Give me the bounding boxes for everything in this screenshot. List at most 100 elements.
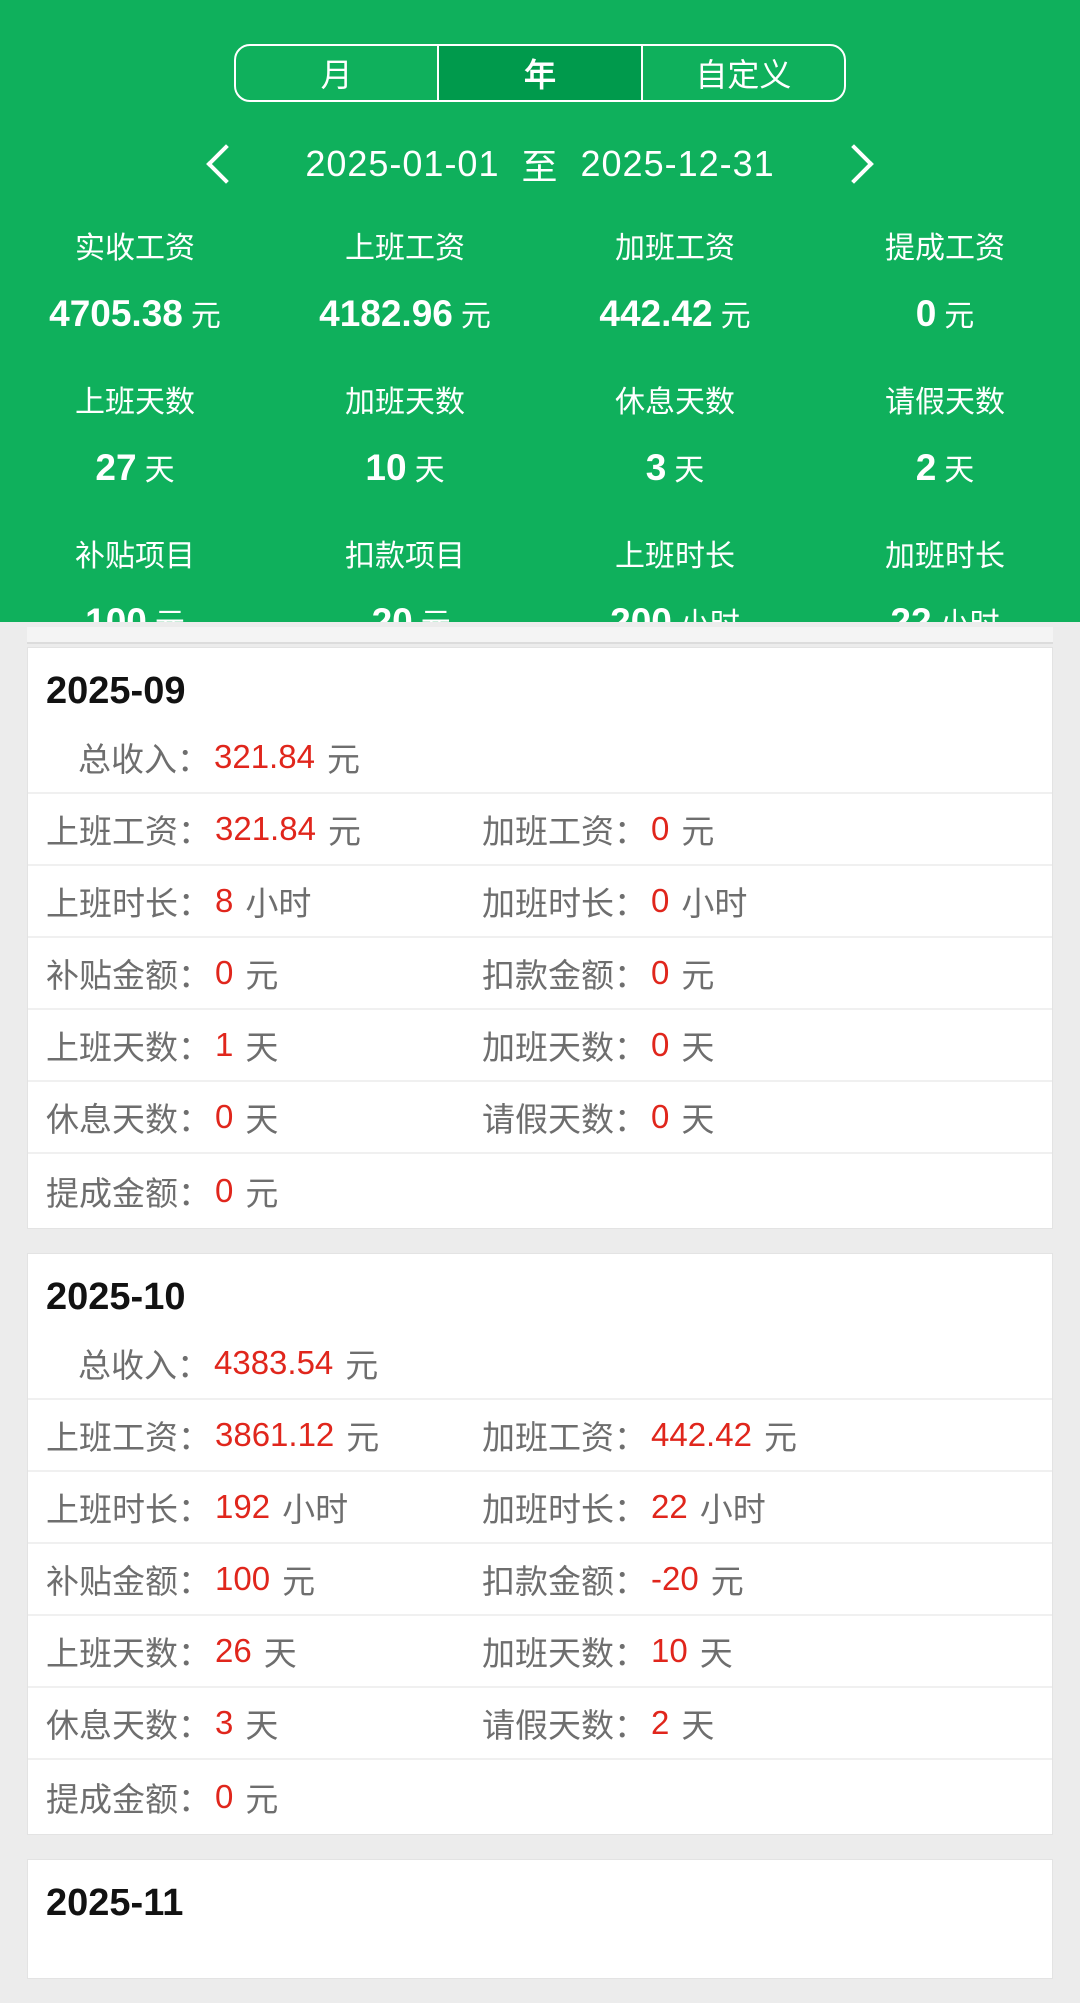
row-value: 0 xyxy=(651,954,670,991)
detail-cell: 休息天数： 0 天 xyxy=(46,1093,482,1141)
row-label: 上班天数： xyxy=(46,1029,211,1066)
row-label: 上班时长： xyxy=(46,885,211,922)
month-title: 2025-09 xyxy=(46,670,186,712)
detail-cell: 加班工资： 0 元 xyxy=(482,805,714,853)
row-value: 2 xyxy=(651,1704,670,1741)
row-unit: 元 xyxy=(681,957,715,994)
period-tab-bar: 月 年 自定义 xyxy=(234,44,846,102)
row-label: 休息天数： xyxy=(46,1707,211,1744)
row-value: 0 xyxy=(215,1172,234,1209)
row-label: 加班时长： xyxy=(482,1491,647,1528)
stat-actual-salary: 实收工资 4705.38 元 xyxy=(0,202,270,356)
stat-label: 休息天数 xyxy=(615,386,735,419)
row-unit: 天 xyxy=(681,1707,715,1744)
stat-value: 4182.96 xyxy=(319,293,453,334)
row-label: 扣款金额： xyxy=(482,957,647,994)
detail-cell: 补贴金额： 100 元 xyxy=(46,1555,482,1603)
detail-cell: 加班天数： 10 天 xyxy=(482,1627,733,1675)
row-unit: 天 xyxy=(681,1101,715,1138)
stat-label: 补贴项目 xyxy=(75,540,195,573)
detail-cell: 加班时长： 0 小时 xyxy=(482,877,747,925)
row-value: 0 xyxy=(651,1026,670,1063)
detail-cell: 上班天数： 1 天 xyxy=(46,1021,482,1069)
stat-unit: 天 xyxy=(144,454,175,487)
row-value: 0 xyxy=(215,1098,234,1135)
row-value: -20 xyxy=(651,1560,699,1597)
row-label: 请假天数： xyxy=(482,1707,647,1744)
detail-cell: 扣款金额： -20 元 xyxy=(482,1555,744,1603)
total-income-row: 总收入： 321.84 元 xyxy=(28,722,1052,794)
detail-row: 上班工资： 3861.12 元 加班工资： 442.42 元 xyxy=(28,1400,1052,1472)
stat-value: 10 xyxy=(365,447,407,488)
row-unit: 元 xyxy=(710,1563,744,1600)
detail-row: 上班工资： 321.84 元 加班工资： 0 元 xyxy=(28,794,1052,866)
row-label: 补贴金额： xyxy=(46,957,211,994)
stat-label: 加班工资 xyxy=(615,232,735,265)
tab-custom[interactable]: 自定义 xyxy=(640,46,844,100)
row-unit: 天 xyxy=(681,1029,715,1066)
stat-unit: 元 xyxy=(720,300,751,333)
summary-header: 月 年 自定义 2025-01-01 至 2025-12-31 实收工资 4705… xyxy=(0,0,1080,622)
detail-cell: 补贴金额： 0 元 xyxy=(46,949,482,997)
stat-value: 22 xyxy=(890,601,932,622)
row-unit: 天 xyxy=(263,1635,297,1672)
detail-cell: 扣款金额： 0 元 xyxy=(482,949,714,997)
row-label: 上班天数： xyxy=(46,1635,211,1672)
tab-month-label: 月 xyxy=(320,57,353,93)
row-label: 加班天数： xyxy=(482,1029,647,1066)
row-unit: 小时 xyxy=(681,885,748,922)
row-value: 22 xyxy=(651,1488,688,1525)
chevron-left-icon[interactable] xyxy=(206,144,246,184)
stat-leave-days: 请假天数 2 天 xyxy=(810,356,1080,510)
tab-year[interactable]: 年 xyxy=(437,46,641,100)
row-unit: 元 xyxy=(245,957,279,994)
row-unit: 元 xyxy=(681,813,715,850)
row-value: 4383.54 xyxy=(214,1344,334,1381)
row-label: 提成金额： xyxy=(46,1781,211,1818)
stat-work-days: 上班天数 27 天 xyxy=(0,356,270,510)
row-value: 1 xyxy=(215,1026,234,1063)
stat-value: 3 xyxy=(645,447,667,488)
row-value: 0 xyxy=(215,954,234,991)
stat-label: 加班时长 xyxy=(885,540,1005,573)
row-value: 0 xyxy=(651,882,670,919)
month-title: 2025-10 xyxy=(46,1276,186,1318)
row-value: 0 xyxy=(215,1778,234,1815)
row-value: 0 xyxy=(651,810,670,847)
stat-rest-days: 休息天数 3 天 xyxy=(540,356,810,510)
tab-month[interactable]: 月 xyxy=(236,46,437,100)
row-unit: 元 xyxy=(282,1563,316,1600)
row-value: 0 xyxy=(651,1098,670,1135)
row-unit: 小时 xyxy=(699,1491,766,1528)
commission-row: 提成金额： 0 元 xyxy=(28,1760,1052,1834)
stat-subsidy: 补贴项目 100 元 xyxy=(0,510,270,622)
row-unit: 元 xyxy=(327,813,361,850)
stat-overtime-hours: 加班时长 22 小时 xyxy=(810,510,1080,622)
stat-commission-salary: 提成工资 0 元 xyxy=(810,202,1080,356)
previous-card-sliver xyxy=(27,627,1053,644)
detail-row: 休息天数： 0 天 请假天数： 0 天 xyxy=(28,1082,1052,1154)
row-unit: 元 xyxy=(763,1419,797,1456)
month-card-2025-10: 2025-10 总收入： 4383.54 元 上班工资： 3861.12 元 加班工资：… xyxy=(27,1253,1053,1835)
detail-row: 上班时长： 8 小时 加班时长： 0 小时 xyxy=(28,866,1052,938)
detail-row: 休息天数： 3 天 请假天数： 2 天 xyxy=(28,1688,1052,1760)
row-value: 321.84 xyxy=(215,810,316,847)
row-label: 上班工资： xyxy=(46,813,211,850)
detail-row: 上班天数： 1 天 加班天数： 0 天 xyxy=(28,1010,1052,1082)
detail-cell: 上班工资： 3861.12 元 xyxy=(46,1411,482,1459)
row-label: 上班时长： xyxy=(46,1491,211,1528)
stat-unit: 元 xyxy=(190,300,221,333)
row-value: 8 xyxy=(215,882,234,919)
detail-cell: 加班工资： 442.42 元 xyxy=(482,1411,797,1459)
stat-unit: 天 xyxy=(944,454,975,487)
row-label: 上班工资： xyxy=(46,1419,211,1456)
stat-label: 上班天数 xyxy=(75,386,195,419)
stat-unit: 元 xyxy=(944,300,975,333)
row-unit: 小时 xyxy=(282,1491,349,1528)
row-unit: 小时 xyxy=(245,885,312,922)
detail-cell: 休息天数： 3 天 xyxy=(46,1699,482,1747)
chevron-right-icon[interactable] xyxy=(834,144,874,184)
stat-unit: 天 xyxy=(414,454,445,487)
stat-label: 提成工资 xyxy=(885,232,1005,265)
stat-unit: 天 xyxy=(674,454,705,487)
